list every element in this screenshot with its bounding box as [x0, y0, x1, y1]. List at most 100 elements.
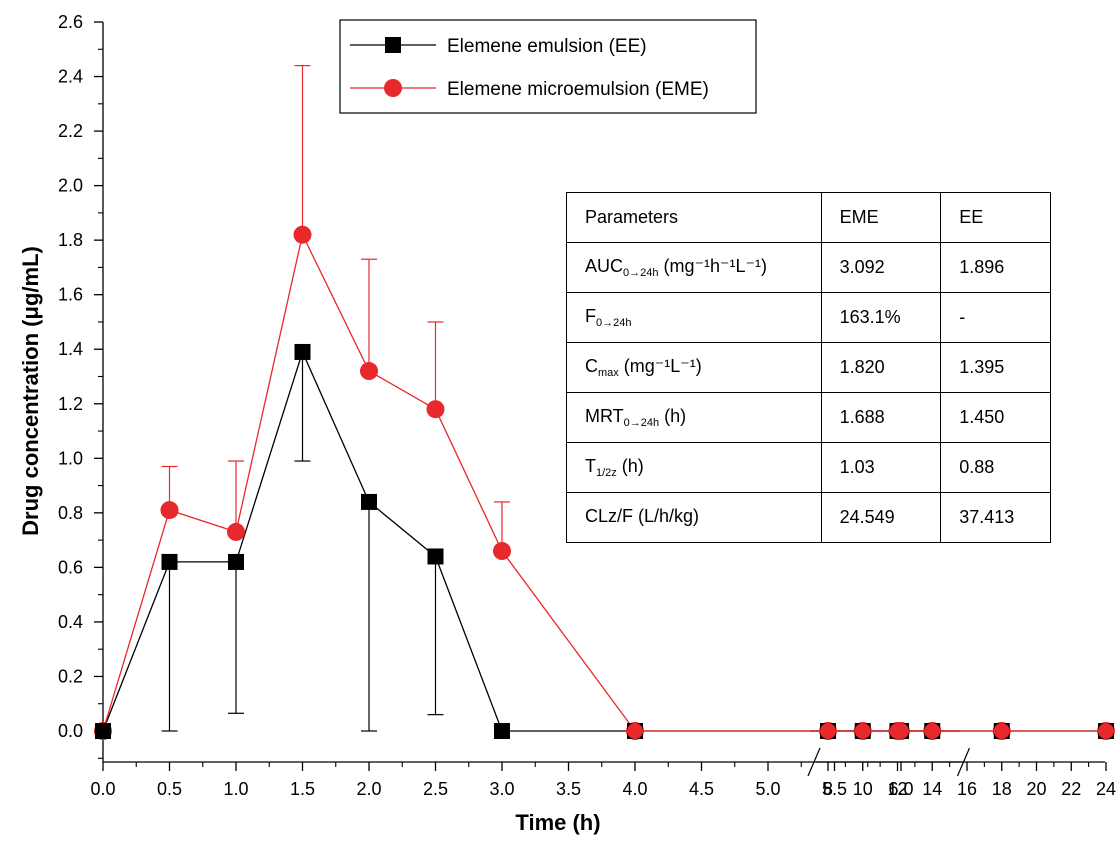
table-row: F0→24h 163.1% - [566, 292, 1051, 343]
y-tick-label: 2.6 [58, 12, 83, 32]
eme-series-line [102, 232, 960, 732]
param-main: AUC [585, 256, 624, 276]
value-eme: 24.549 [820, 492, 942, 543]
table-row: MRT0→24h (h) 1.688 1.450 [566, 392, 1051, 443]
eme-data-point [1098, 723, 1114, 739]
eme-data-point [924, 723, 941, 739]
x-tick-label: 22 [1061, 779, 1081, 799]
param-name: MRT0→24h (h) [566, 392, 822, 443]
y-tick-label: 0.2 [58, 666, 83, 686]
ee-data-point [294, 343, 311, 360]
x-tick-label: 2.5 [423, 779, 448, 799]
x-tick-label: 14 [922, 779, 942, 799]
x-tick-label: 2.0 [356, 779, 381, 799]
value-ee: 1.395 [940, 342, 1051, 393]
legend-label-eme: Elemene microemulsion (EME) [447, 79, 709, 100]
x-tick-label: 1.5 [290, 779, 315, 799]
eme-data-point [293, 225, 312, 244]
param-sub: 0→24h [623, 267, 659, 279]
param-sub: 1/2z [596, 467, 617, 479]
value-ee: - [940, 292, 1051, 343]
eme-data-point [493, 542, 511, 561]
param-sub: max [598, 367, 619, 379]
value-eme: 1.688 [820, 392, 942, 443]
x-tick-label: 4.0 [622, 779, 647, 799]
y-tick-label: 0.4 [58, 612, 83, 632]
header-ee: EE [940, 192, 1051, 243]
y-tick-label: 0.0 [58, 721, 83, 741]
ee-data-point [228, 553, 244, 570]
legend-marker-eme [384, 79, 402, 97]
value-ee: 0.88 [940, 442, 1051, 493]
y-tick-label: 2.4 [58, 67, 83, 87]
y-tick-label: 1.0 [58, 448, 83, 468]
y-tick-label: 0.8 [58, 503, 83, 523]
y-tick-label: 1.8 [58, 230, 83, 250]
eme-data-point [160, 501, 179, 520]
param-name: AUC0→24h (mg⁻¹h⁻¹L⁻¹) [566, 242, 822, 293]
eme-data-point [889, 723, 906, 739]
y-tick-label: 2.2 [58, 121, 83, 141]
ee-data-point [161, 553, 178, 570]
eme-data-point [993, 723, 1010, 739]
x-tick-label: 6.0 [888, 779, 913, 799]
param-name: T1/2z (h) [566, 442, 822, 493]
param-unit: (h) [616, 456, 644, 476]
param-main: MRT [585, 406, 624, 426]
ee-data-point [427, 548, 444, 565]
param-sub: 0→24h [623, 417, 660, 429]
y-tick-label: 2.0 [58, 176, 83, 196]
value-eme: 1.820 [820, 342, 942, 393]
ee-data-point [494, 723, 510, 739]
value-eme: 163.1% [820, 292, 942, 343]
eme-data-point [854, 723, 871, 739]
series-markers [94, 225, 1115, 740]
param-name: Cmax (mg⁻¹L⁻¹) [566, 342, 822, 393]
param-main: C [585, 356, 598, 376]
param-unit: (mg⁻¹L⁻¹) [618, 356, 702, 376]
x-tick-label: 24 [1096, 779, 1116, 799]
table-header-row: Parameters EME EE [566, 192, 1051, 243]
param-main: F [585, 306, 596, 326]
eme-data-point [426, 400, 445, 419]
param-name: CLz/F (L/h/kg) [566, 492, 822, 543]
table-row: CLz/F (L/h/kg) 24.549 37.413 [566, 492, 1051, 543]
x-tick-label: 5.5 [822, 779, 847, 799]
table-row: Cmax (mg⁻¹L⁻¹) 1.820 1.395 [566, 342, 1051, 393]
param-main: T [585, 456, 596, 476]
error-bars [161, 65, 510, 732]
param-main: CLz/F (L/h/kg) [585, 506, 700, 526]
eme-data-point [627, 723, 643, 739]
y-tick-label: 0.6 [58, 557, 83, 577]
table-row: AUC0→24h (mg⁻¹h⁻¹L⁻¹) 3.092 1.896 [566, 242, 1051, 293]
value-eme: 1.03 [820, 442, 942, 493]
legend-label-ee: Elemene emulsion (EE) [447, 36, 647, 57]
x-tick-label: 5.0 [755, 779, 780, 799]
eme-data-point [227, 522, 245, 541]
y-tick-label: 1.2 [58, 394, 83, 414]
param-unit: (mg⁻¹h⁻¹L⁻¹) [658, 256, 768, 276]
eme-data-point [360, 362, 378, 381]
x-tick-label: 8 [823, 779, 833, 799]
x-tick-label: 0.0 [90, 779, 115, 799]
x-tick-label: 16 [957, 779, 977, 799]
axis-break-mark [956, 747, 971, 777]
legend-marker-ee [385, 37, 401, 53]
x-tick-label: 1.0 [223, 779, 248, 799]
table-row: T1/2z (h) 1.03 0.88 [566, 442, 1051, 493]
header-parameters: Parameters [566, 192, 822, 243]
param-unit: (h) [659, 406, 687, 426]
x-tick-label: 20 [1026, 779, 1046, 799]
x-tick-label: 18 [992, 779, 1012, 799]
x-tick-label: 0.5 [157, 779, 182, 799]
x-tick-label: 4.5 [689, 779, 714, 799]
value-ee: 1.896 [940, 242, 1051, 293]
legend: Elemene emulsion (EE) Elemene microemuls… [339, 19, 757, 114]
eme-data-point [820, 723, 836, 739]
param-name: F0→24h [566, 292, 822, 343]
axis-break-mark [807, 747, 821, 777]
x-tick-label: 3.5 [556, 779, 581, 799]
x-tick-label: 12 [887, 779, 907, 799]
